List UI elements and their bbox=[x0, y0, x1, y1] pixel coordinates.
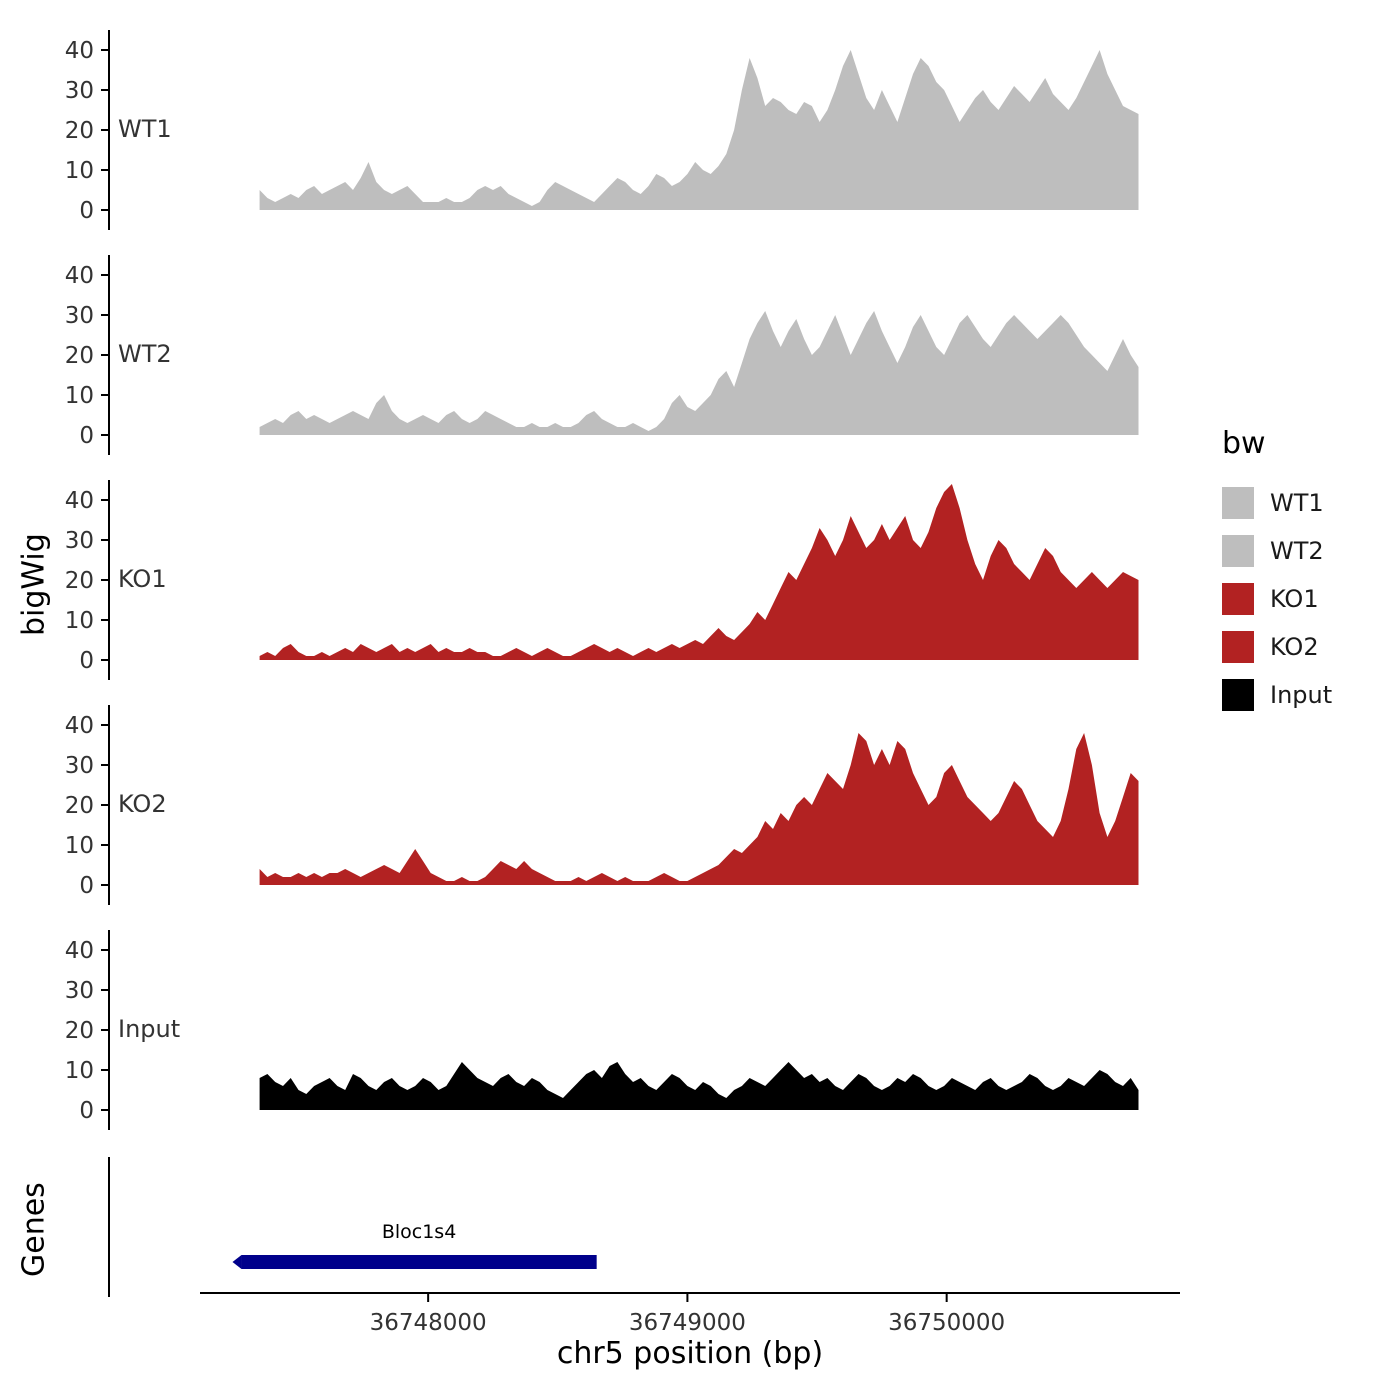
x-tick-label: 36749000 bbox=[629, 1310, 746, 1336]
y-tick-label: 40 bbox=[65, 263, 94, 289]
area-input bbox=[259, 1062, 1139, 1110]
track-wt1-y-axis: 0 10 20 30 40 bbox=[65, 30, 110, 230]
y-tick-label: 40 bbox=[65, 488, 94, 514]
track-ko2-label: KO2 bbox=[118, 790, 167, 818]
legend-swatch-ko1 bbox=[1222, 583, 1254, 615]
y-tick-label: 30 bbox=[65, 978, 94, 1004]
legend-swatch-input bbox=[1222, 679, 1254, 711]
area-wt2 bbox=[259, 311, 1139, 435]
area-wt1 bbox=[259, 50, 1139, 210]
y-tick-label: 40 bbox=[65, 938, 94, 964]
track-ko1-area bbox=[259, 484, 1139, 660]
legend-item-wt2: WT2 bbox=[1222, 527, 1392, 575]
y-tick-label: 20 bbox=[65, 118, 94, 144]
gene-body bbox=[241, 1255, 597, 1269]
legend-swatch-ko2 bbox=[1222, 631, 1254, 663]
y-tick-label: 0 bbox=[79, 198, 94, 224]
legend-item-wt1: WT1 bbox=[1222, 479, 1392, 527]
legend-swatch-wt1 bbox=[1222, 487, 1254, 519]
area-ko2 bbox=[259, 733, 1139, 885]
genes-y-axis bbox=[108, 1157, 110, 1297]
track-wt2: 0 10 20 30 40 WT2 bbox=[0, 250, 1200, 455]
gene-name-label: Bloc1s4 bbox=[382, 1221, 456, 1243]
legend-label-ko2: KO2 bbox=[1270, 633, 1319, 661]
y-tick-label: 30 bbox=[65, 78, 94, 104]
y-tick-label: 10 bbox=[65, 1058, 94, 1084]
y-tick-label: 0 bbox=[79, 873, 94, 899]
gene-strand-arrow bbox=[232, 1255, 242, 1269]
legend-item-ko1: KO1 bbox=[1222, 575, 1392, 623]
y-tick-label: 0 bbox=[79, 1098, 94, 1124]
genes-panel: Bloc1s4 bbox=[232, 1221, 597, 1269]
track-input-y-axis: 0 10 20 30 40 bbox=[65, 930, 110, 1130]
area-ko1 bbox=[259, 484, 1139, 660]
track-wt2-y-axis: 0 10 20 30 40 bbox=[65, 255, 110, 455]
legend-item-input: Input bbox=[1222, 671, 1392, 719]
x-axis-title: chr5 position (bp) bbox=[556, 1336, 824, 1371]
y-tick-label: 40 bbox=[65, 713, 94, 739]
x-tick-label: 36748000 bbox=[370, 1310, 487, 1336]
track-input: 0 10 20 30 40 Input bbox=[0, 925, 1200, 1130]
track-wt2-label: WT2 bbox=[118, 340, 172, 368]
y-tick-label: 10 bbox=[65, 833, 94, 859]
y-tick-label: 20 bbox=[65, 343, 94, 369]
track-wt1: 0 10 20 30 40 WT1 bbox=[0, 25, 1200, 230]
legend-label-input: Input bbox=[1270, 681, 1333, 709]
track-ko2: 0 10 20 30 40 KO2 bbox=[0, 700, 1200, 905]
y-tick-label: 30 bbox=[65, 753, 94, 779]
track-wt2-area bbox=[259, 311, 1139, 435]
legend-swatch-wt2 bbox=[1222, 535, 1254, 567]
legend-label-wt2: WT2 bbox=[1270, 537, 1324, 565]
track-input-area bbox=[259, 1062, 1139, 1110]
y-tick-label: 20 bbox=[65, 1018, 94, 1044]
track-wt1-area bbox=[259, 50, 1139, 210]
x-tick-label: 36750000 bbox=[888, 1310, 1005, 1336]
y-tick-label: 20 bbox=[65, 793, 94, 819]
track-ko1-y-axis: 0 10 20 30 40 bbox=[65, 480, 110, 680]
legend: bw WT1 WT2 KO1 KO2 Input bbox=[1222, 426, 1392, 719]
legend-title: bw bbox=[1222, 426, 1266, 461]
y-tick-label: 30 bbox=[65, 528, 94, 554]
track-input-label: Input bbox=[118, 1015, 181, 1043]
track-ko2-y-axis: 0 10 20 30 40 bbox=[65, 705, 110, 905]
track-wt1-label: WT1 bbox=[118, 115, 172, 143]
y-tick-label: 20 bbox=[65, 568, 94, 594]
y-tick-label: 40 bbox=[65, 38, 94, 64]
y-tick-label: 0 bbox=[79, 648, 94, 674]
track-ko1: 0 10 20 30 40 KO1 bbox=[0, 475, 1200, 680]
y-tick-label: 10 bbox=[65, 158, 94, 184]
legend-label-wt1: WT1 bbox=[1270, 489, 1324, 517]
x-axis: 36748000 36749000 36750000 bbox=[200, 1292, 1180, 1336]
legend-label-ko1: KO1 bbox=[1270, 585, 1319, 613]
y-tick-label: 30 bbox=[65, 303, 94, 329]
y-tick-label: 0 bbox=[79, 423, 94, 449]
legend-item-ko2: KO2 bbox=[1222, 623, 1392, 671]
y-tick-label: 10 bbox=[65, 608, 94, 634]
track-ko2-area bbox=[259, 733, 1139, 885]
track-ko1-label: KO1 bbox=[118, 565, 167, 593]
y-tick-label: 10 bbox=[65, 383, 94, 409]
